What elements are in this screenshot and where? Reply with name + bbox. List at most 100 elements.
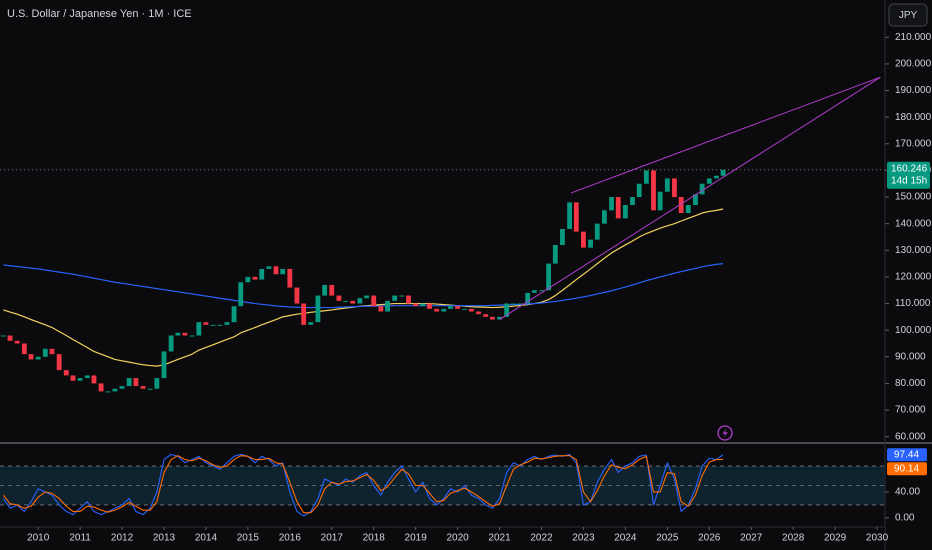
x-tick-label: 2022	[530, 533, 553, 544]
candle	[273, 266, 279, 275]
candle	[252, 276, 258, 280]
x-tick-label: 2017	[321, 533, 344, 544]
candle	[497, 316, 502, 320]
candle	[91, 375, 97, 384]
candle	[315, 295, 321, 323]
y-tick-label: 100.000	[895, 325, 932, 336]
x-tick-label: 2023	[572, 533, 595, 544]
trend-line	[570, 76, 881, 194]
trend-line	[499, 76, 881, 320]
candle	[678, 197, 684, 214]
x-tick-label: 2021	[488, 533, 511, 544]
candle	[588, 239, 593, 248]
candle	[713, 175, 719, 179]
icon-circle[interactable]	[717, 425, 733, 441]
candle	[455, 306, 461, 309]
chart-title: U.S. Dollar / Japanese Yen · 1M · ICE	[7, 8, 192, 20]
candle	[224, 322, 230, 325]
candle	[112, 388, 118, 392]
y-tick-label: 70.000	[895, 405, 926, 416]
candle	[706, 178, 712, 184]
candle	[189, 335, 195, 337]
x-tick-label: 2030	[866, 533, 889, 544]
last-value-badge	[887, 448, 927, 462]
y-tick-label: 60.000	[895, 431, 926, 442]
candle	[210, 324, 216, 326]
moving-average	[3, 263, 724, 309]
candle	[0, 335, 6, 337]
candle	[266, 266, 272, 269]
candle	[196, 322, 202, 336]
candle	[147, 388, 153, 390]
candle	[462, 308, 468, 310]
candle	[406, 295, 411, 304]
candle	[343, 300, 349, 302]
currency-button[interactable]	[888, 3, 928, 27]
main-layer	[0, 76, 881, 517]
lightning-icon[interactable]	[717, 425, 733, 441]
candle	[371, 295, 377, 307]
candle	[699, 183, 705, 195]
y-tick-label: 190.000	[895, 85, 932, 96]
last-price-badge	[887, 161, 930, 189]
candle	[476, 311, 481, 315]
x-tick-label: 2026	[698, 533, 721, 544]
candle	[539, 290, 544, 292]
y-tick-label: 180.000	[895, 112, 932, 123]
candle	[105, 391, 111, 393]
candle	[63, 370, 69, 376]
candle	[154, 378, 160, 389]
candle	[294, 287, 300, 304]
candle	[322, 284, 328, 296]
y-tick-label: 210.000	[895, 32, 932, 43]
x-tick-label: 2014	[195, 533, 218, 544]
y-tick-label: 80.000	[895, 378, 926, 389]
candle	[77, 378, 83, 381]
x-tick-label: 2018	[363, 533, 386, 544]
y-tick-label: 130.000	[895, 245, 932, 256]
candle	[84, 375, 90, 379]
x-tick-label: 2016	[279, 533, 302, 544]
candle	[308, 322, 314, 325]
candle	[364, 295, 369, 299]
candle	[518, 303, 523, 305]
candle	[21, 343, 27, 355]
y-tick-label: 150.000	[895, 192, 932, 203]
candle	[175, 332, 181, 336]
candle	[693, 194, 698, 206]
last-value-badge	[887, 462, 927, 476]
candle	[636, 183, 642, 198]
candle	[573, 202, 579, 232]
candle	[301, 303, 307, 325]
candle	[56, 354, 62, 371]
x-tick-label: 2012	[111, 533, 134, 544]
x-tick-label: 2020	[446, 533, 469, 544]
candle	[489, 316, 495, 320]
candle	[336, 295, 342, 301]
x-tick-label: 2027	[740, 533, 763, 544]
candle	[609, 197, 614, 211]
back-layer	[0, 169, 885, 506]
candle	[441, 308, 447, 312]
x-tick-label: 2024	[614, 533, 637, 544]
candle	[615, 197, 621, 219]
candle	[567, 202, 573, 229]
candle	[385, 300, 390, 312]
candle	[434, 308, 440, 312]
icon-bolt[interactable]	[722, 428, 728, 438]
last-price-label: 160.246	[891, 163, 928, 174]
oscillator-line	[2, 455, 724, 514]
candle	[7, 335, 13, 341]
candle	[420, 303, 426, 307]
candle	[392, 295, 398, 301]
candle	[469, 308, 474, 312]
currency-label[interactable]: JPY	[899, 10, 918, 21]
candle	[448, 306, 453, 309]
candle	[357, 298, 363, 304]
y-tick-label: 170.000	[895, 138, 932, 149]
candle	[133, 378, 139, 387]
candle	[601, 210, 607, 224]
candle	[98, 383, 104, 392]
